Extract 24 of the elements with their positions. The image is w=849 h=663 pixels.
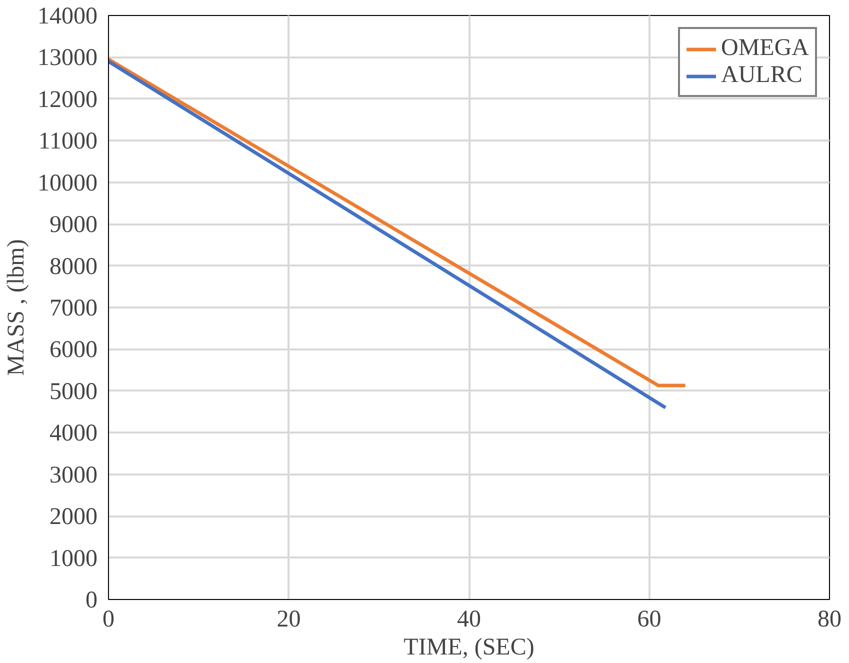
y-tick-label: 11000 [38,128,98,155]
y-tick-label: 2000 [50,504,98,530]
x-tick-label: 60 [637,606,662,632]
y-tick-label: 5000 [50,378,98,405]
x-axis-title: TIME, (SEC) [404,634,534,660]
legend-label: AULRC [721,62,802,89]
y-tick-label: 13000 [38,45,98,72]
x-tick-label: 20 [276,606,301,632]
y-axis-title: MASS , (lbm) [4,239,30,376]
y-tick-label: 3000 [50,462,98,488]
y-tick-label: 8000 [50,254,98,280]
y-tick-label: 6000 [50,337,98,364]
y-tick-label: 12000 [38,86,98,113]
y-tick-label: 7000 [50,296,98,322]
y-tick-label: 10000 [38,170,98,196]
x-tick-label: 80 [818,606,842,632]
x-tick-label: 0 [102,606,114,632]
y-tick-label: 0 [86,588,98,614]
y-tick-label: 4000 [50,420,98,447]
x-tick-label: 40 [457,606,481,632]
y-tick-label: 1000 [50,546,98,572]
y-tick-label: 14000 [38,4,98,30]
legend-label: OMEGA [721,35,809,62]
y-tick-label: 9000 [50,212,98,238]
